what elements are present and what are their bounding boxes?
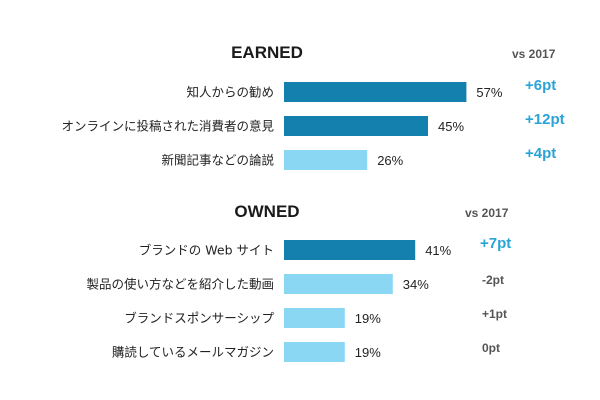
owned-bar <box>284 274 393 294</box>
owned-value-label: 19% <box>355 345 381 360</box>
earned-bar <box>284 150 368 170</box>
owned-comparison-label: vs 2017 <box>465 206 509 220</box>
owned-delta-label: +1pt <box>482 307 507 321</box>
earned-comparison-label: vs 2017 <box>512 47 556 61</box>
earned-category-label: 新聞記事などの論説 <box>161 153 274 168</box>
earned-category-label: 知人からの勧め <box>186 85 274 100</box>
earned-value-label: 26% <box>377 153 403 168</box>
owned-delta-label: -2pt <box>482 273 504 287</box>
owned-category-label: 購読しているメールマガジン <box>112 345 274 360</box>
owned-section-title: OWNED <box>234 202 299 221</box>
earned-delta-label: +6pt <box>525 77 556 94</box>
owned-category-label: ブランドの Web サイト <box>139 243 274 258</box>
owned-category-label: ブランドスポンサーシップ <box>124 311 274 326</box>
owned-bar <box>284 308 345 328</box>
owned-category-label: 製品の使い方などを紹介した動画 <box>86 277 274 292</box>
earned-value-label: 57% <box>476 85 502 100</box>
owned-value-label: 41% <box>425 243 451 258</box>
earned-delta-label: +12pt <box>525 111 565 128</box>
owned-delta-label: 0pt <box>482 341 500 355</box>
earned-category-label: オンラインに投稿された消費者の意見 <box>61 119 274 134</box>
earned-value-label: 45% <box>438 119 464 134</box>
owned-value-label: 19% <box>355 311 381 326</box>
earned-section-title: EARNED <box>231 43 303 62</box>
owned-value-label: 34% <box>403 277 429 292</box>
owned-delta-label: +7pt <box>480 235 511 252</box>
earned-bar <box>284 82 467 102</box>
owned-bar <box>284 342 345 362</box>
earned-bar <box>284 116 428 136</box>
earned-delta-label: +4pt <box>525 145 556 162</box>
owned-bar <box>284 240 416 260</box>
